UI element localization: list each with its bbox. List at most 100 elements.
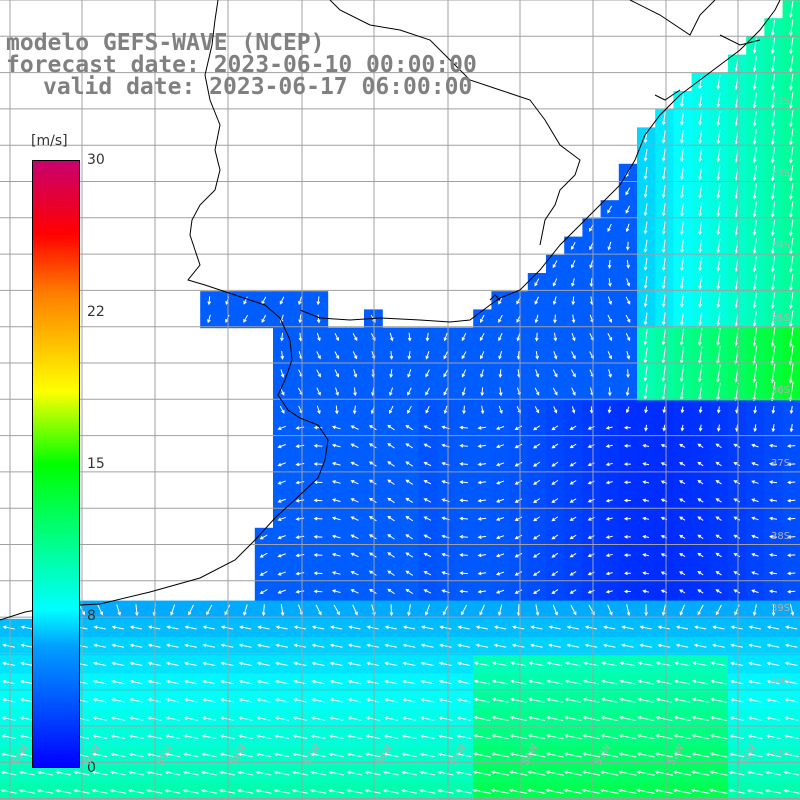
wind-arrow xyxy=(766,625,780,630)
wind-arrow xyxy=(697,461,704,467)
wind-arrow xyxy=(673,752,692,758)
wind-arrow xyxy=(508,788,528,794)
wind-arrow xyxy=(274,716,289,721)
wind-arrow xyxy=(661,257,666,272)
wind-arrow xyxy=(19,734,35,739)
wind-arrow xyxy=(748,625,761,630)
wind-arrow xyxy=(459,498,468,503)
wind-arrow xyxy=(709,752,728,758)
wind-arrow xyxy=(533,479,541,485)
wind-arrow xyxy=(134,604,139,617)
wind-arrow xyxy=(164,770,181,776)
wind-arrow xyxy=(498,369,503,379)
wind-arrow xyxy=(366,643,379,648)
wind-arrow xyxy=(605,498,613,503)
wind-arrow xyxy=(310,770,326,776)
wind-arrow xyxy=(533,443,541,449)
wind-arrow xyxy=(514,589,523,594)
wind-arrow xyxy=(679,571,686,576)
wind-arrow xyxy=(295,426,305,430)
wind-arrow xyxy=(698,275,703,290)
wind-arrow xyxy=(183,752,199,758)
wind-arrow xyxy=(752,56,757,73)
wind-arrow xyxy=(111,625,124,630)
wind-arrow xyxy=(626,278,631,287)
wind-arrow xyxy=(200,788,217,794)
wind-arrow xyxy=(420,698,435,703)
wind-arrow xyxy=(715,534,722,540)
wind-arrow xyxy=(491,679,509,685)
wind-arrow xyxy=(350,589,359,594)
wind-arrow xyxy=(420,716,435,721)
wind-arrow xyxy=(661,130,666,144)
wind-arrow xyxy=(752,238,757,255)
wind-arrow xyxy=(495,498,505,503)
wind-arrow xyxy=(313,553,323,557)
wind-arrow xyxy=(692,679,709,685)
wind-arrow xyxy=(584,625,598,630)
wind-arrow xyxy=(783,788,800,794)
wind-arrow xyxy=(1,698,16,703)
wind-arrow xyxy=(690,788,710,794)
wind-arrow xyxy=(207,314,211,324)
wind-arrow xyxy=(643,203,648,217)
wind-arrow xyxy=(657,625,670,630)
wind-arrow xyxy=(313,462,323,466)
wind-arrow xyxy=(350,570,359,576)
wind-arrow xyxy=(752,292,757,309)
wind-arrow xyxy=(313,443,323,448)
wind-arrow xyxy=(383,752,399,758)
wind-arrow xyxy=(256,716,271,721)
wind-arrow xyxy=(279,405,285,414)
wind-arrow xyxy=(716,311,721,327)
wind-arrow xyxy=(510,679,527,685)
wind-arrow xyxy=(747,698,762,703)
wind-arrow xyxy=(643,347,648,364)
wind-arrow xyxy=(368,497,377,503)
wind-arrow xyxy=(316,296,321,306)
wind-arrow xyxy=(368,461,377,467)
wind-arrow xyxy=(368,534,377,540)
wind-arrow xyxy=(784,643,798,648)
wind-arrow xyxy=(787,571,796,576)
wind-arrow xyxy=(571,278,575,287)
wind-arrow xyxy=(582,697,600,703)
wind-arrow xyxy=(569,425,577,430)
title-valid-date: valid date: 2023-06-17 06:00:00 xyxy=(43,74,473,100)
wind-arrow xyxy=(589,278,594,288)
wind-arrow xyxy=(581,788,601,794)
wind-arrow xyxy=(366,661,380,666)
wind-arrow xyxy=(256,698,271,703)
wind-arrow xyxy=(401,752,417,758)
wind-arrow xyxy=(752,345,758,365)
wind-arrow xyxy=(661,203,666,217)
wind-arrow xyxy=(533,516,541,522)
wind-arrow xyxy=(352,604,358,616)
wind-arrow xyxy=(407,332,412,342)
wind-arrow xyxy=(569,461,577,467)
wind-arrow xyxy=(771,424,776,433)
wind-arrow xyxy=(456,752,472,758)
wind-arrow xyxy=(716,202,721,218)
wind-arrow xyxy=(661,221,666,235)
wind-arrow xyxy=(752,256,757,273)
wind-arrow xyxy=(729,752,745,758)
wind-arrow xyxy=(382,788,399,794)
wind-arrow xyxy=(111,643,125,648)
wind-arrow xyxy=(19,770,35,776)
wind-arrow xyxy=(679,498,686,503)
wind-arrow xyxy=(528,661,545,667)
wind-arrow xyxy=(752,220,757,236)
wind-arrow xyxy=(259,589,268,594)
wind-arrow xyxy=(552,604,558,616)
wind-arrow xyxy=(387,515,395,522)
wind-arrow xyxy=(495,571,505,576)
wind-arrow xyxy=(277,425,286,430)
wind-arrow xyxy=(491,697,509,703)
wind-arrow xyxy=(789,146,794,164)
wind-arrow xyxy=(183,698,198,703)
wind-arrow xyxy=(768,589,778,594)
wind-arrow xyxy=(698,406,703,414)
wind-arrow xyxy=(625,314,631,323)
wind-arrow xyxy=(456,716,471,721)
